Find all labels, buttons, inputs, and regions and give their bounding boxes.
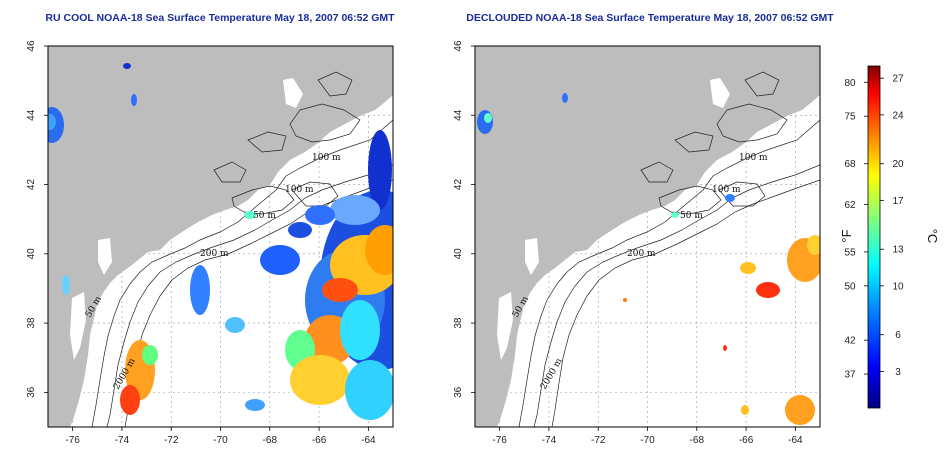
x-tick-label: -76 [65,435,80,446]
x-tick-label: -70 [213,435,228,446]
colorbar-c-tick-label: 10 [892,281,904,292]
y-tick-label: 44 [26,109,37,121]
contour-label: 100 m [312,153,341,163]
sst-data-declouded [477,93,820,425]
bathymetry-contours-declouded [518,71,820,427]
colorbar-f-tick-label: 62 [844,200,856,211]
x-tick-label: -66 [312,435,327,446]
panel-declouded: DECLOUDED NOAA-18 Sea Surface Temperatur… [453,12,834,446]
colorbar-gradient [867,65,881,409]
contour-label: 100 m [285,185,314,195]
colorbar-f-tick-label: 42 [844,336,856,347]
panel-raw: RU COOL NOAA-18 Sea Surface Temperature … [26,12,395,446]
y-tick-label: 46 [453,40,464,52]
x-tick-label: -68 [690,435,705,446]
colorbar-f-tick-label: 50 [844,281,856,292]
panel-title-declouded: DECLOUDED NOAA-18 Sea Surface Temperatur… [466,12,834,24]
colorbar-c-tick-label: 20 [892,159,904,170]
colorbar-f-tick-label: 55 [844,247,856,258]
x-tick-label: -68 [263,435,278,446]
contour-label: 100 m [739,153,768,163]
x-tick-label: -66 [739,435,754,446]
y-tick-label: 46 [26,40,37,52]
colorbar-f-tick-label: 68 [844,159,856,170]
y-tick-label: 38 [26,317,37,329]
contour-label: 100 m [712,185,741,195]
y-tick-label: 42 [26,179,37,191]
x-tick-label: -72 [591,435,606,446]
colorbar-f-label: °F [839,229,854,242]
sst-data-raw [48,63,393,420]
colorbar-c-tick-label: 24 [892,110,904,121]
contour-label: 50 m [680,211,703,221]
x-tick-label: -76 [492,435,507,446]
map-content-raw [48,46,393,427]
colorbar: 80 75 68 62 55 50 42 37 27 24 20 17 13 10 6 3 °F °C [839,65,940,409]
land-raw [48,46,393,427]
colorbar-c-ticks: 27 24 20 17 13 10 6 3 [880,74,904,378]
colorbar-f-ticks: 80 75 68 62 55 50 42 37 [844,78,868,381]
colorbar-f-tick-label: 37 [844,370,856,381]
colorbar-c-tick-label: 17 [892,196,904,207]
colorbar-f-tick-label: 80 [844,78,856,89]
y-tick-label: 40 [26,248,37,260]
bathymetry-contours-raw [91,71,393,427]
axis-ticks-declouded: -76 -74 -72 -70 -68 -66 -64 46 44 42 40 38 36 [453,40,803,446]
colorbar-c-tick-label: 27 [892,74,904,85]
x-tick-label: -64 [361,435,376,446]
x-tick-label: -72 [164,435,179,446]
land-declouded [475,46,820,427]
contour-label: 50 m [253,211,276,221]
y-tick-label: 38 [453,317,464,329]
contour-label: 200 m [627,249,656,259]
panel-title-raw: RU COOL NOAA-18 Sea Surface Temperature … [45,12,395,24]
x-tick-label: -74 [115,435,130,446]
x-tick-label: -74 [542,435,557,446]
x-tick-label: -64 [788,435,803,446]
colorbar-f-tick-label: 75 [844,112,856,123]
colorbar-c-tick-label: 3 [895,367,901,378]
axis-ticks-raw: -76 -74 -72 -70 -68 -66 -64 46 44 42 40 38 36 [26,40,376,446]
map-content-declouded [475,46,820,427]
colorbar-c-label: °C [925,229,940,244]
contour-label: 200 m [200,249,229,259]
colorbar-c-tick-label: 6 [895,330,901,341]
y-tick-label: 36 [26,386,37,398]
y-tick-label: 42 [453,179,464,191]
x-tick-label: -70 [640,435,655,446]
y-tick-label: 36 [453,386,464,398]
y-tick-label: 44 [453,109,464,121]
y-tick-label: 40 [453,248,464,260]
colorbar-c-tick-label: 13 [892,245,904,256]
